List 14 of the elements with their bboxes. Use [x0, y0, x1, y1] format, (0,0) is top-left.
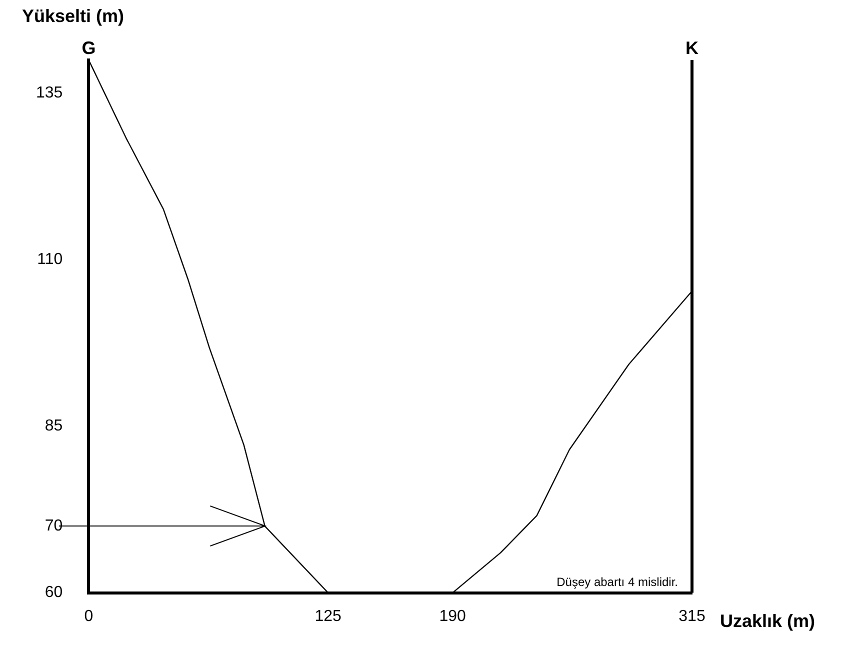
annotation: G: [82, 38, 96, 58]
y-axis-title: Yükselti (m): [22, 6, 124, 26]
y-tick-label: 110: [37, 251, 63, 268]
y-tick-label: 60: [44, 584, 63, 602]
x-tick-label: 315: [678, 608, 706, 625]
annotation: Düşey abartı 4 mislidir.: [556, 575, 678, 590]
x-tick-label: 0: [84, 608, 94, 625]
x-tick-label: 190: [439, 608, 466, 625]
text: K: [686, 38, 698, 58]
y-tick-label: 135: [36, 84, 63, 102]
x-axis-title: Uzaklık (m): [720, 610, 816, 631]
y-tick-label: 85: [44, 418, 63, 435]
x-tick-label: 125: [314, 608, 342, 625]
y-tick-label: 70: [44, 518, 63, 535]
